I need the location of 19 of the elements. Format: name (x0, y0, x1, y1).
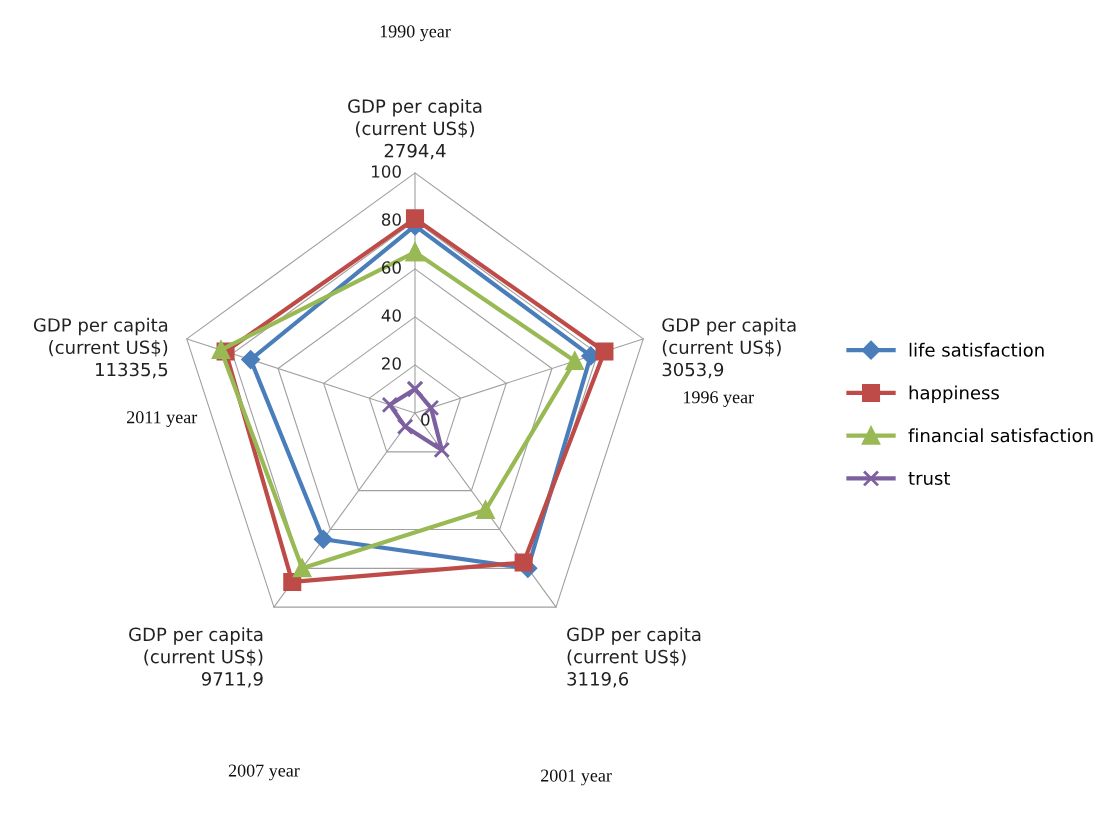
y-tick-label: 100 (372, 165, 401, 178)
y-tick-label: 0 (421, 413, 430, 426)
spoke-label: GDP per capita (current US$) 3119,6 (567, 627, 701, 688)
spoke-label: GDP per capita (current US$) 11335,5 (33, 317, 168, 379)
text: 2001 year (541, 769, 612, 786)
spoke-label: GDP per capita (current US$) 3053,9 (662, 317, 796, 379)
legend-label: financial satisfaction (908, 428, 1093, 443)
text: 2011 year (127, 411, 198, 428)
text: 2007 year (228, 764, 300, 781)
y-tick-label: 40 (381, 309, 401, 322)
legend-label: happiness (909, 385, 999, 404)
spoke-label: GDP per capita (current US$) 2794,4 (348, 98, 482, 160)
y-tick-label: 20 (382, 357, 401, 370)
text: 1996 year (683, 391, 754, 408)
legend-label: trust (908, 472, 951, 486)
spoke-label: GDP per capita (current US$) 9711,9 (129, 627, 263, 688)
y-tick-label: 80 (381, 213, 401, 226)
text: 1990 year (380, 25, 451, 42)
legend-label: life satisfaction (909, 342, 1044, 357)
